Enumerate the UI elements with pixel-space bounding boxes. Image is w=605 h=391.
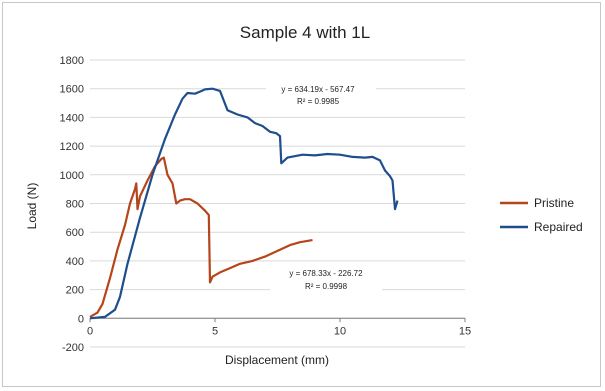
y-tick-label: 200 xyxy=(66,285,84,297)
repaired-annotation-bg xyxy=(266,80,376,110)
repaired-annotation: y = 634.19x - 567.47 R² = 0.9985 xyxy=(266,80,376,110)
x-tick-label: 0 xyxy=(87,325,93,337)
legend-label-pristine: Pristine xyxy=(534,196,574,210)
pristine-r2: R² = 0.9998 xyxy=(305,282,348,291)
y-tick-label: 800 xyxy=(66,199,84,211)
y-tick-label: 1000 xyxy=(60,170,84,182)
y-tick-label: 400 xyxy=(66,256,84,268)
x-tick-label: 10 xyxy=(334,325,346,337)
y-axis-ticks: -200 0 200 400 600 800 1000 1200 1400 1600 1800 xyxy=(60,55,84,354)
chart-frame xyxy=(2,2,601,387)
y-tick-label: -200 xyxy=(62,342,84,354)
x-axis-ticks: 0 5 10 15 xyxy=(87,318,471,337)
y-tick-label: 0 xyxy=(78,313,84,325)
x-axis-label: Displacement (mm) xyxy=(225,353,329,367)
y-tick-label: 600 xyxy=(66,227,84,239)
y-tick-label: 1600 xyxy=(60,84,84,96)
y-tick-label: 1800 xyxy=(60,55,84,67)
y-tick-label: 1200 xyxy=(60,141,84,153)
pristine-annotation-bg xyxy=(270,264,382,294)
series-line-repaired xyxy=(89,87,399,320)
x-tick-label: 15 xyxy=(459,325,471,337)
legend: Pristine Repaired xyxy=(500,196,583,234)
pristine-equation: y = 678.33x - 226.72 xyxy=(289,269,363,278)
repaired-equation: y = 634.19x - 567.47 xyxy=(281,85,355,94)
y-tick-label: 1400 xyxy=(60,112,84,124)
series-lines xyxy=(89,87,399,320)
series-line-pristine xyxy=(89,156,313,318)
x-tick-label: 5 xyxy=(212,325,218,337)
pristine-annotation: y = 678.33x - 226.72 R² = 0.9998 xyxy=(270,264,382,294)
legend-label-repaired: Repaired xyxy=(534,220,583,234)
chart-title: Sample 4 with 1L xyxy=(240,23,370,42)
repaired-r2: R² = 0.9985 xyxy=(297,97,340,106)
y-axis-label: Load (N) xyxy=(25,183,39,230)
